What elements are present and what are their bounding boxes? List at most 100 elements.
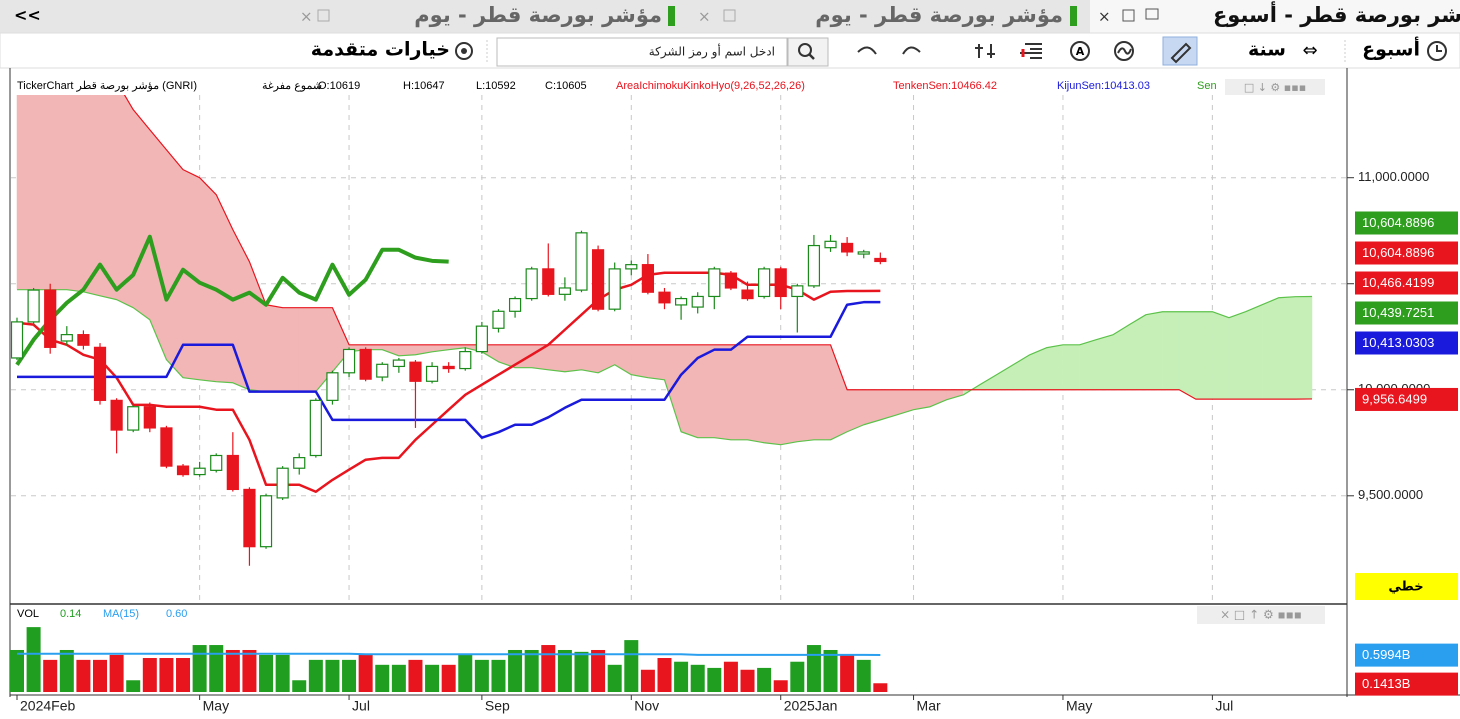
candle-body — [591, 249, 605, 310]
volume-bar — [176, 658, 191, 692]
cloud-fill — [581, 344, 599, 374]
ma-value: 0.60 — [166, 608, 187, 620]
volume-bar — [275, 654, 290, 692]
candle-body — [874, 257, 887, 263]
volume-bar — [59, 649, 74, 692]
tab-restore[interactable] — [1145, 8, 1159, 20]
candle-icon[interactable] — [975, 44, 995, 58]
volume-bar — [823, 649, 838, 692]
y-tick-label: 11,000.0000 — [1358, 169, 1429, 184]
volume-bar — [325, 659, 340, 692]
tab[interactable]: مؤشر بورصة قطر - يوم — [815, 3, 1063, 27]
clock-hand — [1436, 45, 1442, 52]
tab-close[interactable]: × — [300, 8, 313, 26]
tab-float[interactable] — [317, 9, 330, 22]
overlay: 10,604.8896 10,604.8896 10,466.4199 10,439.… — [1355, 211, 1458, 696]
search-button[interactable] — [787, 37, 829, 67]
panel-controls[interactable] — [1225, 79, 1325, 95]
search-box[interactable] — [496, 37, 788, 67]
volume-bar — [93, 659, 108, 692]
volume-ma-line — [17, 652, 881, 656]
alert-icon[interactable] — [1070, 41, 1090, 61]
value-box — [1355, 643, 1458, 667]
candle-body — [658, 291, 671, 304]
volume-bar — [391, 664, 406, 692]
volume-bar — [657, 658, 672, 692]
volume-bar — [43, 659, 58, 692]
indicator-icon[interactable] — [1114, 41, 1134, 61]
candle-body — [608, 268, 621, 310]
candle-body — [93, 346, 107, 401]
value-box — [1355, 271, 1458, 295]
candle-body — [425, 365, 439, 382]
candle-body — [575, 232, 588, 291]
value-box-label: 10,604.8896 — [1362, 245, 1434, 260]
cloud-fill — [1195, 311, 1213, 400]
candle-body — [807, 244, 821, 287]
volume-label: VOL — [17, 608, 39, 620]
tab[interactable]: مؤشر بورصة قطر - يوم — [414, 3, 662, 27]
plot-area — [11, 95, 1313, 566]
volume-bar — [76, 659, 91, 692]
search-icon — [798, 43, 812, 57]
value-box — [1355, 211, 1458, 235]
volume-bar — [740, 669, 755, 692]
cloud-fill — [16, 95, 34, 290]
alert-glyph: A — [1076, 45, 1085, 58]
tab-close[interactable]: × — [1098, 8, 1111, 26]
cloud-fill — [1295, 296, 1313, 400]
value-box — [1355, 331, 1458, 355]
candle-body — [127, 406, 140, 431]
info-text: C:10605 — [545, 80, 587, 92]
volume-bar — [524, 649, 539, 692]
candle-body — [841, 242, 854, 253]
volume-bar — [757, 667, 772, 692]
gear-icon[interactable] — [455, 42, 473, 60]
candle-body — [160, 427, 173, 467]
volume-controls[interactable] — [1197, 606, 1325, 624]
period-button[interactable]: أسبوع — [1362, 37, 1420, 61]
tab-close[interactable]: × — [698, 8, 711, 26]
candle-body — [525, 268, 538, 300]
volume-bar — [308, 659, 323, 692]
x-tick-label: Sep — [485, 698, 510, 714]
active-tab-bg — [1090, 0, 1460, 33]
volume-bar — [192, 645, 207, 692]
pencil-icon — [1170, 42, 1192, 64]
volume-value: 0.14 — [60, 608, 81, 620]
candle-body — [791, 285, 804, 298]
tab-float[interactable] — [1122, 9, 1135, 22]
volume-bar — [557, 649, 572, 692]
undo-icon[interactable] — [857, 46, 877, 55]
volume-bar — [806, 645, 821, 692]
volume-bar — [873, 683, 888, 692]
volume-bar — [574, 651, 589, 692]
cloud-fill — [83, 95, 101, 297]
nav-button[interactable]: << — [14, 6, 41, 25]
x-tick-label: May — [1066, 698, 1092, 714]
volume-bar — [425, 664, 440, 692]
candle-body — [741, 289, 754, 300]
redo-icon[interactable] — [902, 46, 921, 55]
cloud-fill — [813, 344, 831, 441]
cloud-fill — [1079, 339, 1097, 391]
candle-body — [293, 457, 306, 469]
volume-bar — [126, 680, 141, 692]
options-button[interactable]: خيارات متقدمة — [311, 39, 450, 61]
candle-body — [542, 268, 555, 295]
tab[interactable]: شر بورصة قطر - أسبوع — [1213, 0, 1460, 27]
chart-style-box[interactable] — [1355, 573, 1458, 600]
value-box-label: 0.5994B — [1362, 647, 1410, 662]
candle-body — [508, 297, 522, 312]
volume-bar — [441, 664, 456, 692]
chart-style-label[interactable]: خطي — [1388, 580, 1423, 595]
layout-icon[interactable] — [1020, 43, 1042, 59]
volume-controls-glyphs: × □ ↑ ⚙ ▪▪▪ — [1220, 608, 1302, 622]
search-placeholder: ادخل اسم أو رمز الشركة — [649, 44, 775, 60]
range-button[interactable]: سنة — [1248, 39, 1286, 61]
candle-body — [44, 289, 57, 348]
tab-float[interactable] — [723, 9, 736, 22]
candle-body — [193, 467, 206, 476]
value-box — [1355, 241, 1458, 265]
